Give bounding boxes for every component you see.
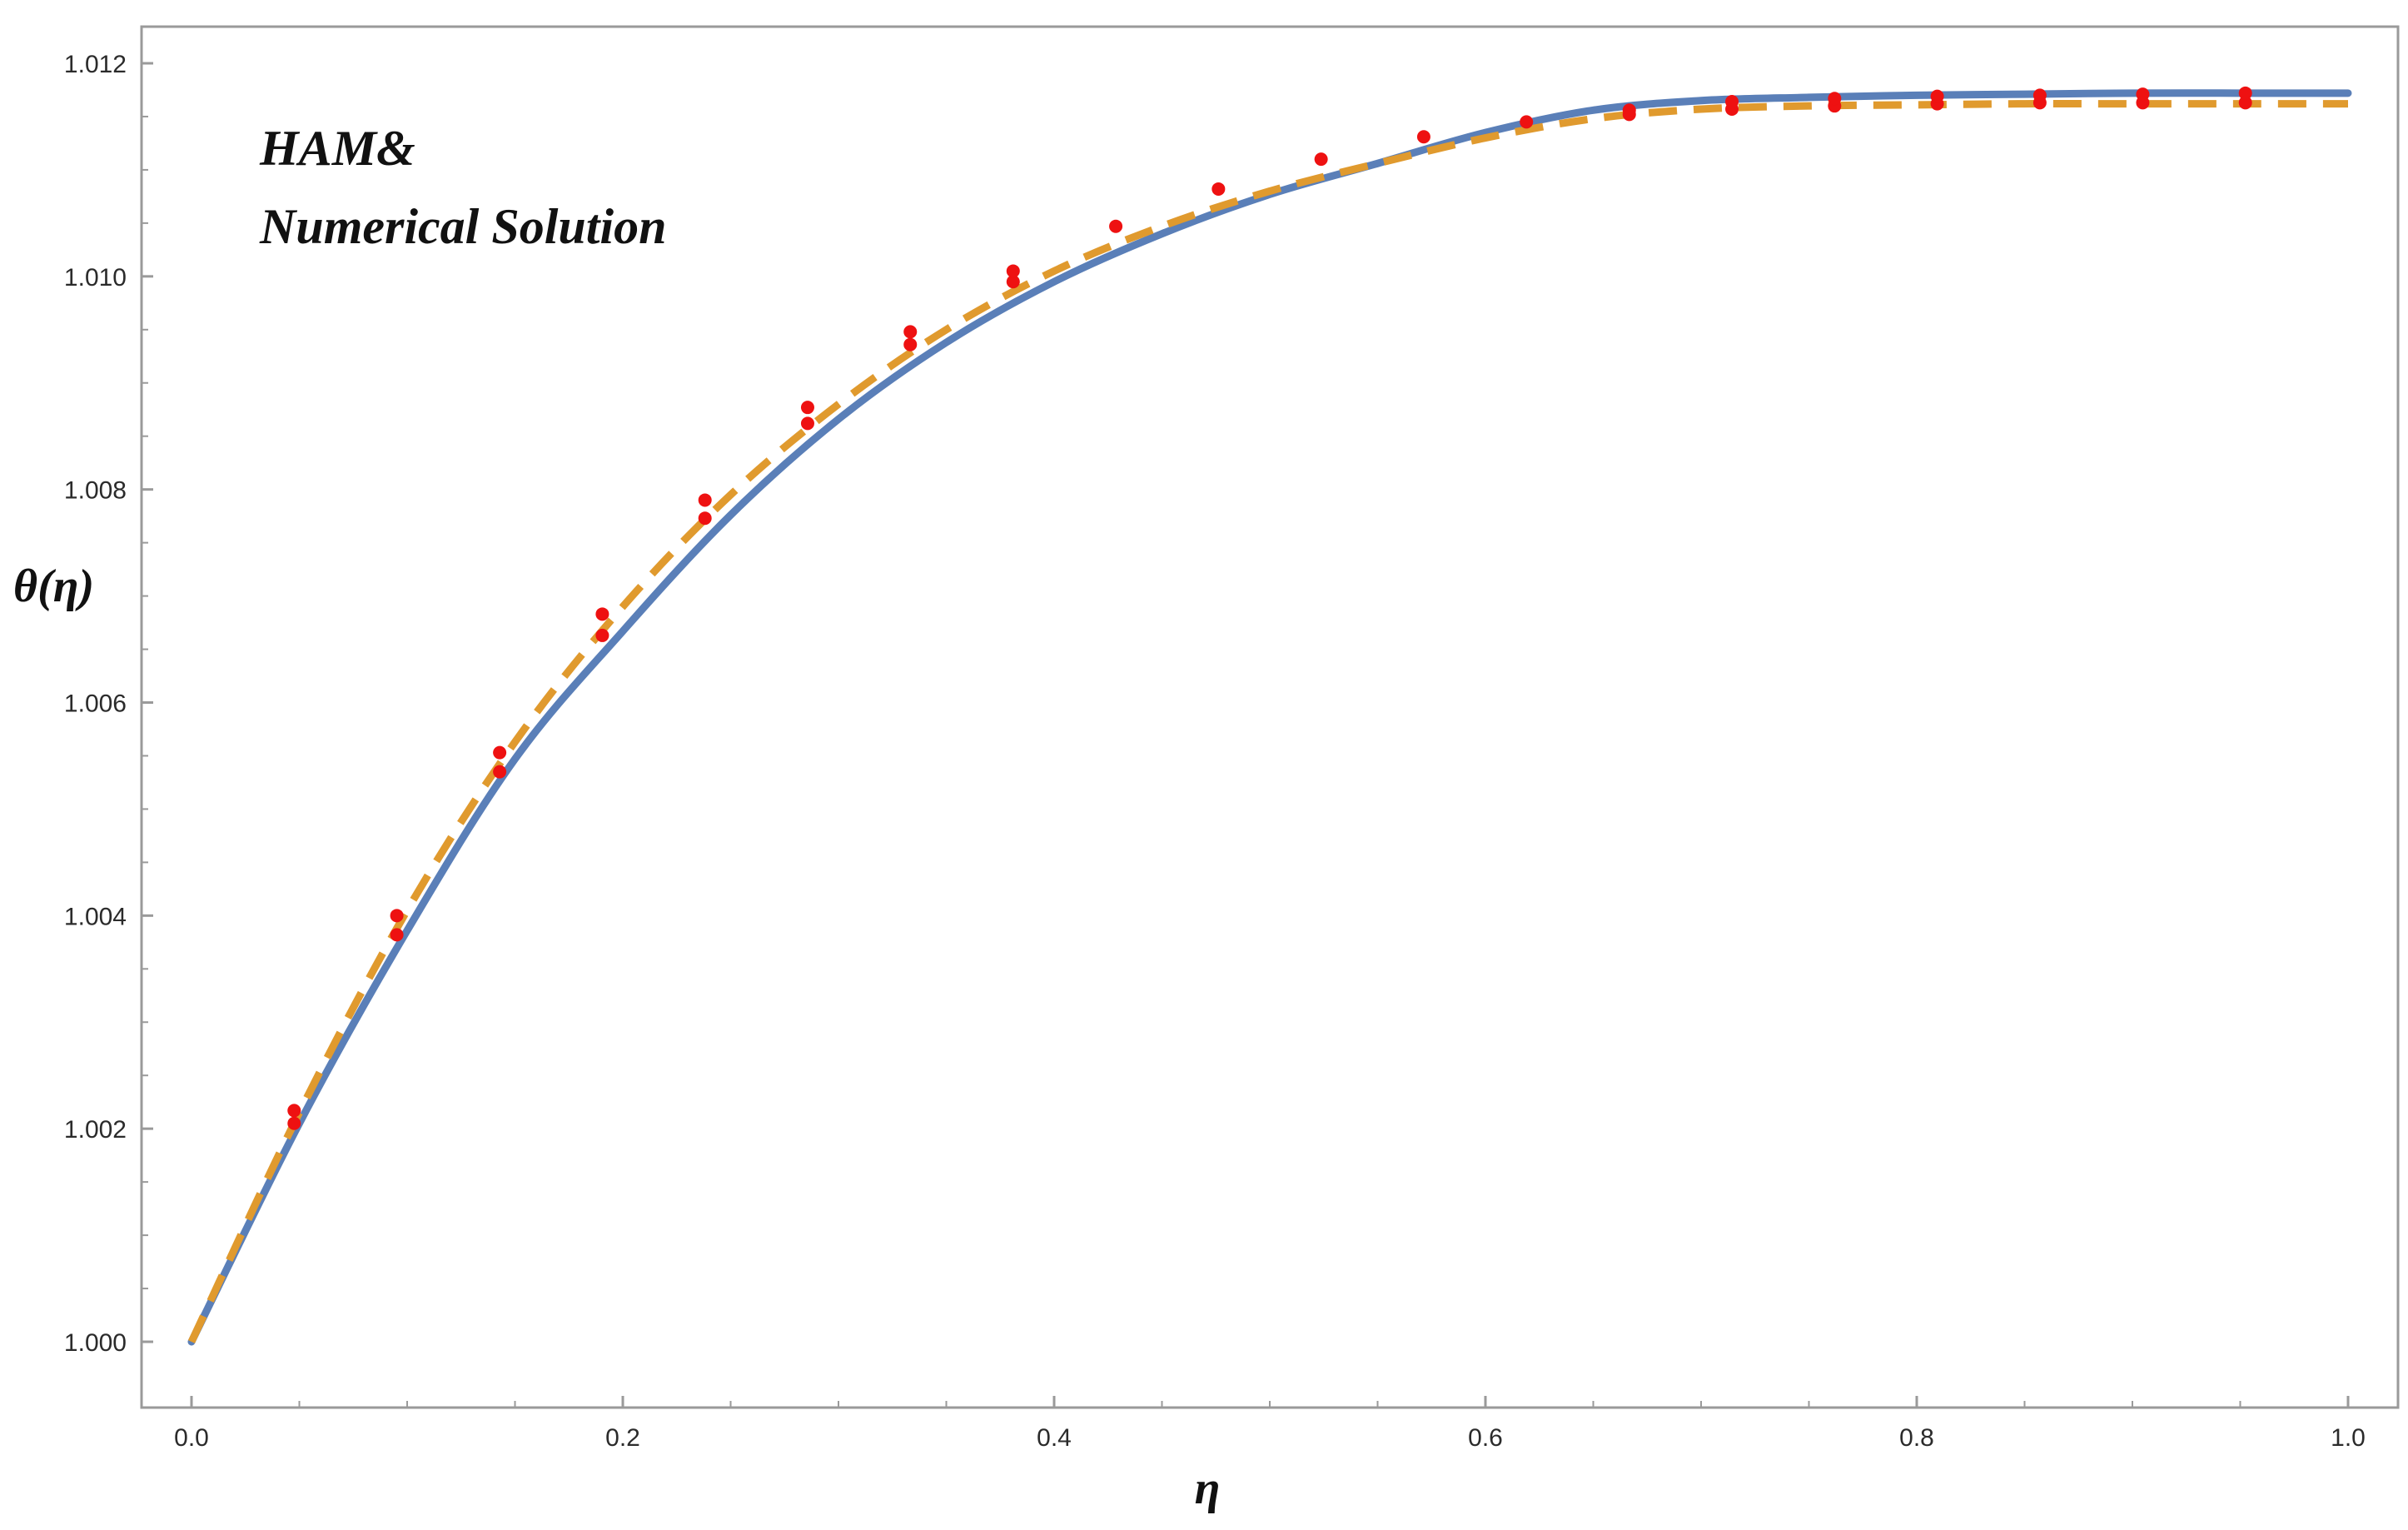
series-line-dashed — [187, 100, 2348, 1343]
x-tick-label: 0.6 — [1468, 1424, 1503, 1452]
x-tick-label: 1.0 — [2331, 1424, 2366, 1452]
y-axis-ticks: 1.000 1.002 1.004 1.006 1.008 1.010 1.012 — [64, 51, 153, 1357]
data-point — [1006, 264, 1020, 278]
data-point — [800, 416, 814, 431]
data-point — [698, 493, 712, 507]
y-tick-label: 1.010 — [64, 264, 127, 292]
x-axis-ticks: 0.0 0.2 0.4 0.6 0.8 1.0 — [174, 1396, 2366, 1452]
data-point — [287, 1116, 301, 1130]
data-point — [493, 765, 507, 779]
data-point — [1520, 115, 1534, 129]
y-tick-label: 1.006 — [64, 690, 127, 718]
y-axis-title: θ(η) — [13, 561, 94, 612]
x-tick-label: 0.2 — [605, 1424, 640, 1452]
data-point — [1622, 103, 1636, 117]
data-point — [390, 928, 404, 942]
y-tick-label: 1.004 — [64, 903, 127, 930]
data-point — [1725, 95, 1739, 109]
data-point — [493, 745, 507, 760]
data-point — [1211, 182, 1226, 196]
x-tick-label: 0.4 — [1037, 1424, 1072, 1452]
x-tick-label: 0.8 — [1899, 1424, 1934, 1452]
data-point — [390, 909, 404, 923]
data-point — [2136, 87, 2150, 102]
series-line-solid — [187, 89, 2352, 1346]
x-tick-label: 0.0 — [174, 1424, 209, 1452]
data-point — [1416, 130, 1430, 144]
plot-series — [187, 86, 2352, 1346]
data-point — [287, 1104, 301, 1118]
y-tick-label: 1.000 — [64, 1329, 127, 1357]
data-point — [903, 337, 918, 351]
annotation-line-2: Numerical Solution — [259, 199, 666, 254]
data-point — [2238, 96, 2252, 110]
data-point — [1314, 152, 1328, 167]
data-point — [1930, 89, 1944, 103]
data-point — [595, 628, 609, 642]
data-point — [1006, 275, 1020, 289]
data-point — [2032, 88, 2047, 102]
data-point — [595, 607, 609, 621]
annotation-line-1: HAM& — [259, 121, 415, 176]
y-tick-label: 1.002 — [64, 1116, 127, 1144]
data-point — [698, 511, 712, 526]
y-tick-label: 1.008 — [64, 477, 127, 505]
data-point — [800, 401, 814, 415]
data-point — [903, 325, 918, 339]
y-tick-label: 1.012 — [64, 51, 127, 78]
data-point — [2238, 86, 2252, 100]
x-axis-title: η — [1195, 1463, 1221, 1514]
data-point — [1828, 92, 1842, 106]
data-point — [1109, 219, 1123, 233]
